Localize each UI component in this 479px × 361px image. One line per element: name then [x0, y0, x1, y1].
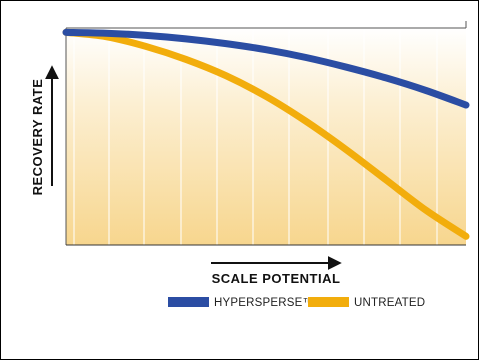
plot-background	[66, 28, 466, 245]
legend-swatch-untreated	[308, 297, 349, 307]
legend-swatch-hypersperse	[168, 297, 209, 307]
y-axis: RECOVERY RATE	[30, 65, 59, 196]
legend: HYPERSPERSE™ UNTREATED	[168, 297, 425, 309]
legend-label-hypersperse: HYPERSPERSE™	[214, 297, 314, 309]
x-axis-label: SCALE POTENTIAL	[212, 271, 341, 286]
plot-area	[62, 21, 470, 246]
legend-label-untreated: UNTREATED	[354, 297, 425, 309]
y-axis-label: RECOVERY RATE	[30, 79, 45, 196]
series-line-untreated	[62, 28, 470, 240]
series-line-hypersperse	[62, 28, 470, 109]
x-axis: SCALE POTENTIAL	[211, 256, 342, 286]
grid-lines	[73, 30, 438, 245]
series-layer	[62, 28, 470, 240]
